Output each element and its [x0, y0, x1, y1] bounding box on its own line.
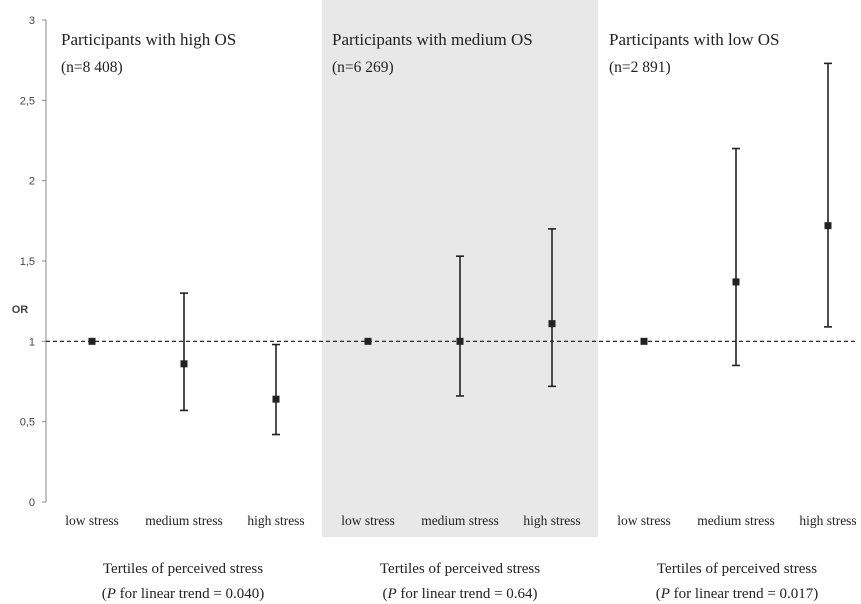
data-point-marker	[824, 222, 832, 230]
data-point-marker	[732, 278, 740, 286]
category-label: high stress	[247, 513, 304, 528]
panel-sample-size: (n=2 891)	[609, 59, 671, 76]
category-label: high stress	[523, 513, 580, 528]
panel-title: Participants with medium OS	[332, 30, 533, 49]
y-tick-label: 1	[29, 336, 35, 348]
y-tick-label: 3	[29, 15, 35, 27]
data-point-marker	[364, 337, 372, 345]
linear-trend-label: (P for linear trend = 0.017)	[656, 586, 819, 602]
category-label: medium stress	[421, 513, 499, 528]
x-group-label: Tertiles of perceived stress	[657, 561, 817, 577]
data-point-marker	[548, 320, 556, 328]
panel-sample-size: (n=8 408)	[61, 59, 123, 76]
y-tick-label: 1,5	[20, 256, 35, 268]
category-label: medium stress	[697, 513, 775, 528]
data-point-marker	[180, 360, 188, 368]
y-tick-label: 0,5	[20, 417, 35, 429]
data-point-marker	[456, 337, 464, 345]
y-axis-label: OR	[12, 304, 29, 316]
data-point-marker	[640, 337, 648, 345]
data-point-marker	[88, 337, 96, 345]
panel-title: Participants with high OS	[61, 30, 236, 49]
category-label: high stress	[799, 513, 856, 528]
panel-sample-size: (n=6 269)	[332, 59, 394, 76]
linear-trend-label: (P for linear trend = 0.040)	[102, 586, 265, 602]
y-tick-label: 2,5	[20, 95, 35, 107]
category-label: low stress	[617, 513, 671, 528]
x-group-label: Tertiles of perceived stress	[103, 561, 263, 577]
panel-title: Participants with low OS	[609, 30, 779, 49]
category-label: low stress	[341, 513, 395, 528]
y-tick-label: 2	[29, 176, 35, 188]
y-tick-label: 0	[29, 497, 35, 509]
data-point-marker	[272, 395, 280, 403]
category-label: medium stress	[145, 513, 223, 528]
category-label: low stress	[65, 513, 119, 528]
linear-trend-label: (P for linear trend = 0.64)	[382, 586, 537, 602]
x-group-label: Tertiles of perceived stress	[380, 561, 540, 577]
